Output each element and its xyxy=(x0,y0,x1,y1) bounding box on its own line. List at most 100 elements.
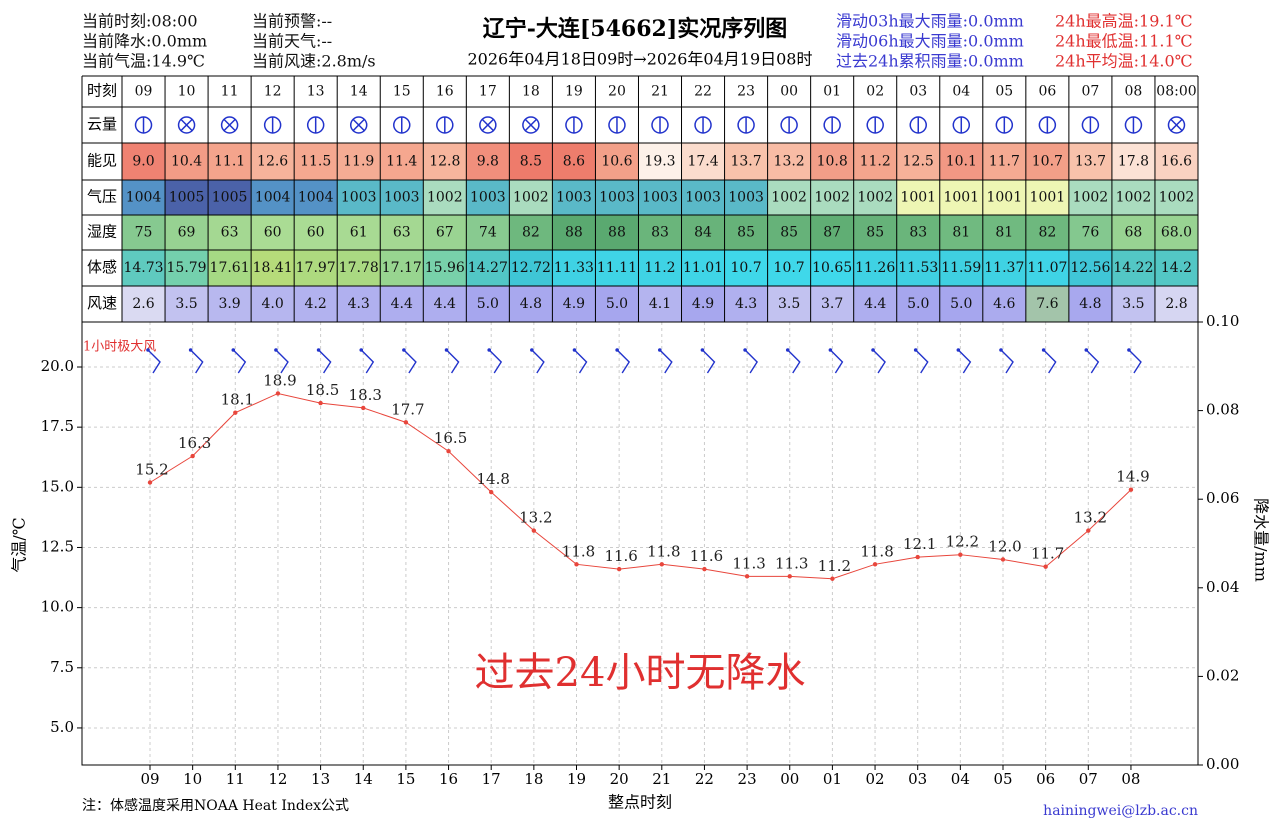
cell: 10.6 xyxy=(601,154,632,170)
x-tick-label: 00 xyxy=(780,770,799,788)
cell-bg xyxy=(724,250,768,286)
temperature-point xyxy=(830,576,835,581)
cell: 81 xyxy=(952,225,970,241)
cell: 10.8 xyxy=(817,154,848,170)
cloud-symbol xyxy=(223,118,236,132)
x-tick-label: 15 xyxy=(396,770,415,788)
row-label: 云量 xyxy=(87,115,117,133)
cloud-symbol xyxy=(479,116,497,134)
cell: 84 xyxy=(694,225,712,241)
cell-bg xyxy=(638,286,682,322)
cell-bg xyxy=(767,215,811,250)
cloud-symbol xyxy=(524,118,538,132)
cell: 17.17 xyxy=(382,260,422,276)
cell: 60 xyxy=(264,225,282,241)
cell: 15 xyxy=(393,84,411,100)
cloud-symbol xyxy=(180,118,193,132)
cell-bg xyxy=(853,215,897,250)
cell-bg xyxy=(681,250,725,286)
cell-bg xyxy=(681,143,725,180)
cell: 1001 xyxy=(986,190,1022,206)
cell: 1003 xyxy=(384,190,420,206)
row-label: 能见 xyxy=(87,152,117,170)
footer-note: 注：体感温度采用NOAA Heat Index公式 xyxy=(82,797,349,814)
row-label: 体感 xyxy=(87,258,117,276)
wind-barb xyxy=(829,349,844,374)
cell-bg xyxy=(208,250,252,286)
cell-bg xyxy=(337,143,381,180)
cell-bg xyxy=(208,180,252,215)
cell: 3.9 xyxy=(218,296,240,312)
header-rain: 过去24h累积雨量:0.0mm xyxy=(836,52,1024,71)
value-label: 11.3 xyxy=(732,554,765,572)
cell-bg xyxy=(380,180,424,215)
cell: 1002 xyxy=(1073,190,1109,206)
header-left: 当前降水:0.0mm xyxy=(82,32,207,51)
y-tick-label: 7.5 xyxy=(50,658,74,676)
cell: 17 xyxy=(479,84,497,100)
value-label: 16.3 xyxy=(178,434,211,452)
cell: 7.6 xyxy=(1036,296,1058,312)
x-tick-label: 04 xyxy=(951,770,970,788)
cell: 82 xyxy=(1038,225,1056,241)
y-tick-label: 12.5 xyxy=(41,537,74,555)
wind-barb xyxy=(1000,349,1014,374)
cell: 08:00 xyxy=(1156,84,1196,100)
wind-barb xyxy=(957,349,972,374)
x-tick-label: 16 xyxy=(439,770,458,788)
cell: 88 xyxy=(608,225,626,241)
cell: 74 xyxy=(479,225,497,241)
annotation: 过去24小时无降水 xyxy=(475,650,806,696)
cell: 1004 xyxy=(126,190,162,206)
cell: 11.26 xyxy=(855,260,895,276)
cell: 12.72 xyxy=(511,260,551,276)
cell-bg xyxy=(1068,286,1112,322)
cell: 1003 xyxy=(728,190,764,206)
cell: 8.5 xyxy=(520,154,542,170)
cell: 11.4 xyxy=(386,154,417,170)
cell-bg xyxy=(1068,180,1112,215)
cell: 10.7 xyxy=(1032,154,1063,170)
cell: 14.22 xyxy=(1113,260,1153,276)
cell-bg xyxy=(509,215,553,250)
x-tick-label: 21 xyxy=(652,770,671,788)
cell: 11.2 xyxy=(644,260,675,276)
wind-barb xyxy=(1043,349,1057,374)
cell-bg xyxy=(122,215,166,250)
cell: 69 xyxy=(178,225,196,241)
cell-bg xyxy=(853,180,897,215)
value-label: 15.2 xyxy=(135,461,168,479)
cell-bg xyxy=(724,143,768,180)
x-tick-label: 13 xyxy=(311,770,330,788)
cell: 83 xyxy=(651,225,669,241)
temperature-point xyxy=(915,554,920,560)
cell-bg xyxy=(509,143,553,180)
x-tick-label: 03 xyxy=(908,770,927,788)
y2-tick-label: 0.02 xyxy=(1206,666,1239,684)
cell: 4.8 xyxy=(1079,296,1101,312)
header-temp: 24h最低温:11.1℃ xyxy=(1055,32,1193,51)
cell: 4.4 xyxy=(864,296,886,312)
cell-bg xyxy=(380,250,424,286)
x-tick-label: 12 xyxy=(268,770,287,788)
cell-bg xyxy=(853,250,897,286)
cell: 3.7 xyxy=(821,296,843,312)
cell: 1003 xyxy=(341,190,377,206)
cell: 85 xyxy=(866,225,884,241)
cell: 08 xyxy=(1125,84,1143,100)
wind-barb xyxy=(403,349,417,374)
y2-tick-label: 0.10 xyxy=(1206,312,1239,330)
cell-bg xyxy=(208,286,252,322)
cell-bg xyxy=(767,250,811,286)
cell-bg xyxy=(509,286,553,322)
temperature-line xyxy=(149,392,1132,580)
cell-bg xyxy=(939,215,983,250)
cell: 11.37 xyxy=(984,260,1024,276)
cell-bg xyxy=(165,143,209,180)
x-tick-label: 01 xyxy=(823,770,842,788)
cell-bg xyxy=(681,215,725,250)
header-temp: 24h最高温:19.1℃ xyxy=(1055,12,1193,31)
cell-bg xyxy=(423,215,467,250)
cell-bg xyxy=(767,286,811,322)
x-tick-label: 11 xyxy=(226,770,245,788)
